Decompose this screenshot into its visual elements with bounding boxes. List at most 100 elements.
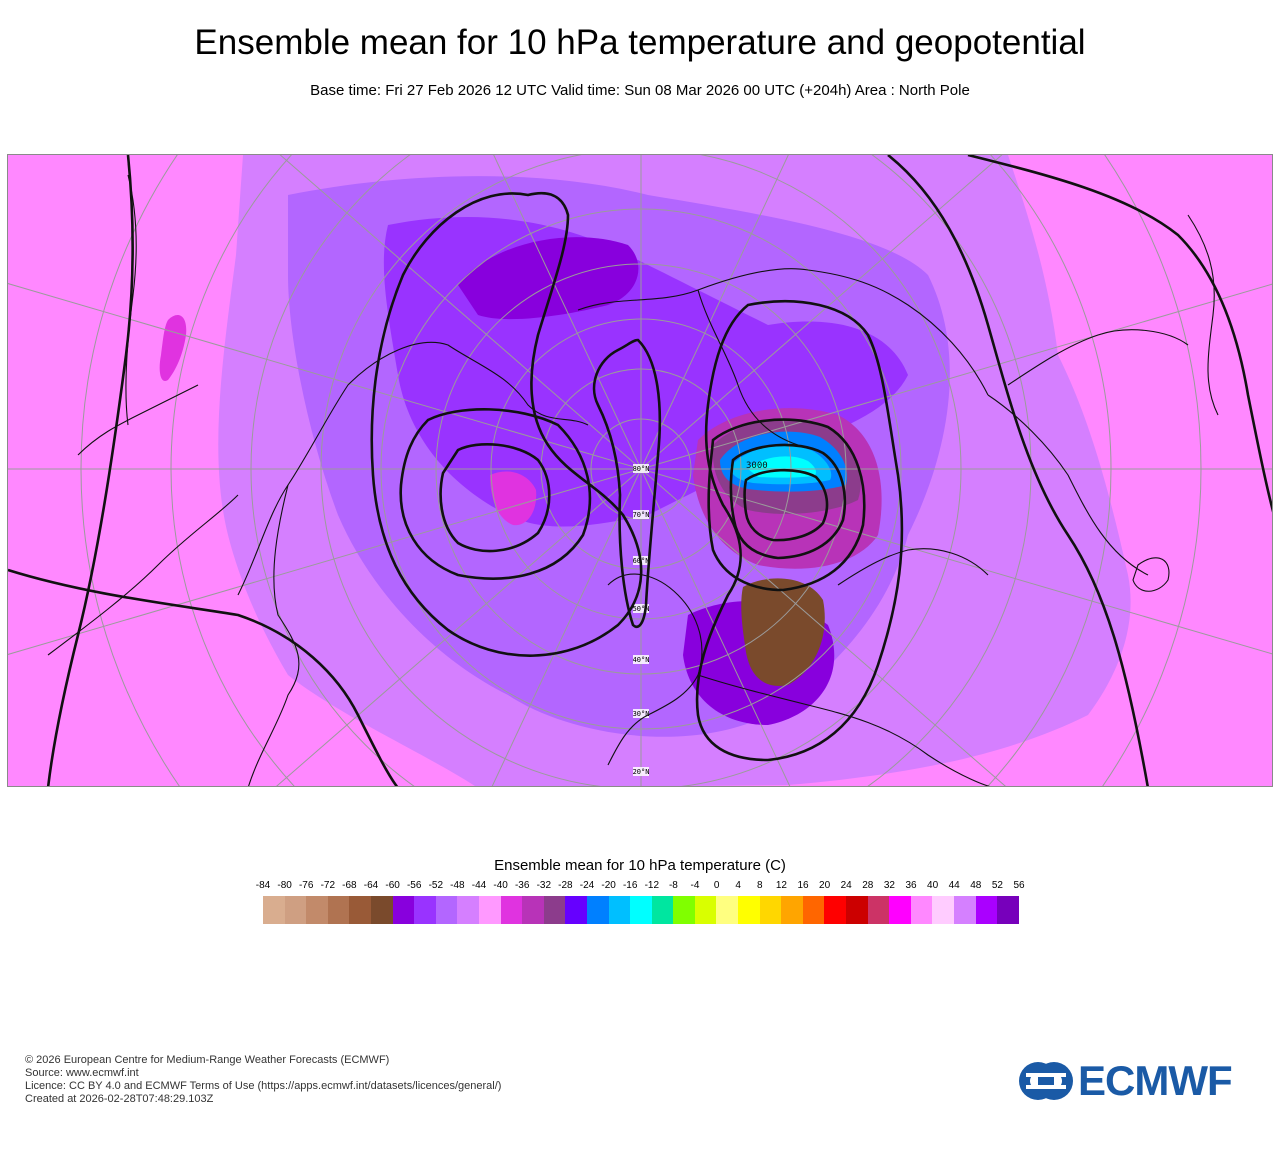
polar-map: 80°N 70°N 60°N 50°N 40°N 30°N 20°N	[7, 154, 1273, 787]
legend-colorbar	[263, 896, 1019, 924]
legend-tick: -36	[514, 880, 530, 891]
legend-tick: 48	[970, 880, 982, 891]
legend-swatch	[889, 896, 911, 924]
legend-tick-labels: -84 -80 -76 -72 -68 -64 -60 -56 -52 -48 -44 -40 -36-…	[253, 880, 1028, 892]
legend-tick: -40	[493, 880, 508, 891]
legend-tick: 36	[905, 880, 917, 891]
lat-label-70: 70°N	[633, 511, 650, 519]
legend-swatch	[327, 896, 350, 924]
contour-outer-west	[8, 568, 399, 786]
legend-tick: -16	[622, 880, 638, 891]
legend-swatch	[543, 896, 566, 924]
lat-label-40: 40°N	[633, 656, 650, 664]
legend-swatch	[522, 896, 544, 924]
legend-tick: 12	[775, 880, 787, 891]
legend-tick: 56	[1013, 880, 1025, 891]
legend-tick: 32	[883, 880, 895, 891]
legend-swatch	[910, 896, 933, 924]
legend-swatch	[608, 896, 631, 924]
contour-east-outer	[887, 155, 1149, 786]
legend-tick: 16	[797, 880, 809, 891]
field-band-60	[458, 237, 639, 320]
legend-tick: -20	[601, 880, 616, 891]
legend-swatch	[263, 896, 285, 924]
ecmwf-logo-text: ECMWF	[1078, 1057, 1233, 1104]
contour-low-east-2	[729, 443, 847, 560]
legend-swatch	[975, 896, 998, 924]
geopotential-contours	[8, 155, 1272, 786]
legend-tick: -48	[450, 880, 465, 891]
legend-tick: -68	[342, 880, 357, 891]
legend-tick: -28	[558, 880, 573, 891]
footer-created: Created at 2026-02-28T07:48:29.103Z	[25, 1093, 214, 1105]
legend-tick: -76	[298, 880, 314, 891]
contour-wrap-west	[370, 191, 643, 657]
legend-tick: -64	[363, 880, 379, 891]
contour-center-trough	[592, 338, 662, 629]
legend-swatch	[694, 896, 717, 924]
contour-low-east-1	[707, 418, 866, 592]
legend-swatch	[673, 896, 695, 924]
lat-label-20: 20°N	[633, 768, 650, 776]
legend-tick: -52	[428, 880, 444, 891]
legend-swatch	[759, 896, 782, 924]
legend-swatch	[867, 896, 890, 924]
legend-swatch	[565, 896, 587, 924]
ecmwf-logo: ECMWF	[1018, 1057, 1258, 1104]
contour-label: 3000	[746, 461, 768, 471]
legend-swatch	[738, 896, 760, 924]
legend-tick: -32	[536, 880, 552, 891]
lat-label-50: 50°N	[633, 605, 650, 613]
legend-swatch	[716, 896, 739, 924]
legend-tick: -80	[277, 880, 292, 891]
contour-low-east-3	[743, 468, 829, 542]
footer-credits: © 2026 European Centre for Medium-Range …	[25, 1054, 501, 1106]
legend-tick: 4	[735, 880, 741, 891]
legend-swatch	[802, 896, 825, 924]
legend-swatch	[457, 896, 479, 924]
legend-tick: -24	[579, 880, 595, 891]
legend-tick: -12	[644, 880, 660, 891]
legend-swatch	[586, 896, 609, 924]
legend-swatch	[932, 896, 954, 924]
contour-ne	[967, 155, 1272, 513]
legend-tick: 24	[840, 880, 852, 891]
map-canvas: 80°N 70°N 60°N 50°N 40°N 30°N 20°N	[8, 155, 1272, 786]
legend-tick: -44	[471, 880, 487, 891]
contour-low-west-1	[399, 408, 592, 580]
legend-tick: 44	[948, 880, 960, 891]
legend-swatch	[435, 896, 458, 924]
legend-tick: -72	[320, 880, 336, 891]
legend-swatch	[651, 896, 674, 924]
footer-copyright: © 2026 European Centre for Medium-Range …	[25, 1054, 390, 1066]
legend-swatch	[824, 896, 847, 924]
legend-tick: 8	[757, 880, 763, 891]
legend-tick: 0	[713, 880, 720, 891]
graticule	[8, 155, 1272, 786]
coastlines	[47, 174, 1219, 786]
warm-pool-brown	[741, 578, 825, 686]
legend-tick: -60	[385, 880, 400, 891]
footer-source: Source: www.ecmwf.int	[25, 1067, 139, 1079]
legend-swatch	[349, 896, 371, 924]
legend-swatch	[370, 896, 393, 924]
legend-swatch	[284, 896, 307, 924]
legend-tick: 52	[991, 880, 1003, 891]
legend-tick: -8	[668, 880, 678, 891]
legend-swatch	[630, 896, 652, 924]
warm-spot-pacific	[159, 315, 187, 381]
legend-swatch	[954, 896, 976, 924]
legend-title: Ensemble mean for 10 hPa temperature (C)	[494, 857, 786, 874]
legend-tick: -4	[690, 880, 700, 891]
legend-swatch	[478, 896, 501, 924]
footer-licence: Licence: CC BY 4.0 and ECMWF Terms of Us…	[25, 1080, 502, 1092]
warm-spot-canada	[490, 471, 537, 526]
lat-label-80: 80°N	[633, 465, 650, 473]
chart-subtitle: Base time: Fri 27 Feb 2026 12 UTC Valid …	[310, 82, 970, 99]
legend-tick: -56	[406, 880, 422, 891]
contour-nw	[46, 155, 134, 786]
legend-tick: 20	[819, 880, 831, 891]
lat-label-30: 30°N	[633, 710, 650, 718]
legend-swatch	[414, 896, 436, 924]
legend-swatch	[392, 896, 415, 924]
